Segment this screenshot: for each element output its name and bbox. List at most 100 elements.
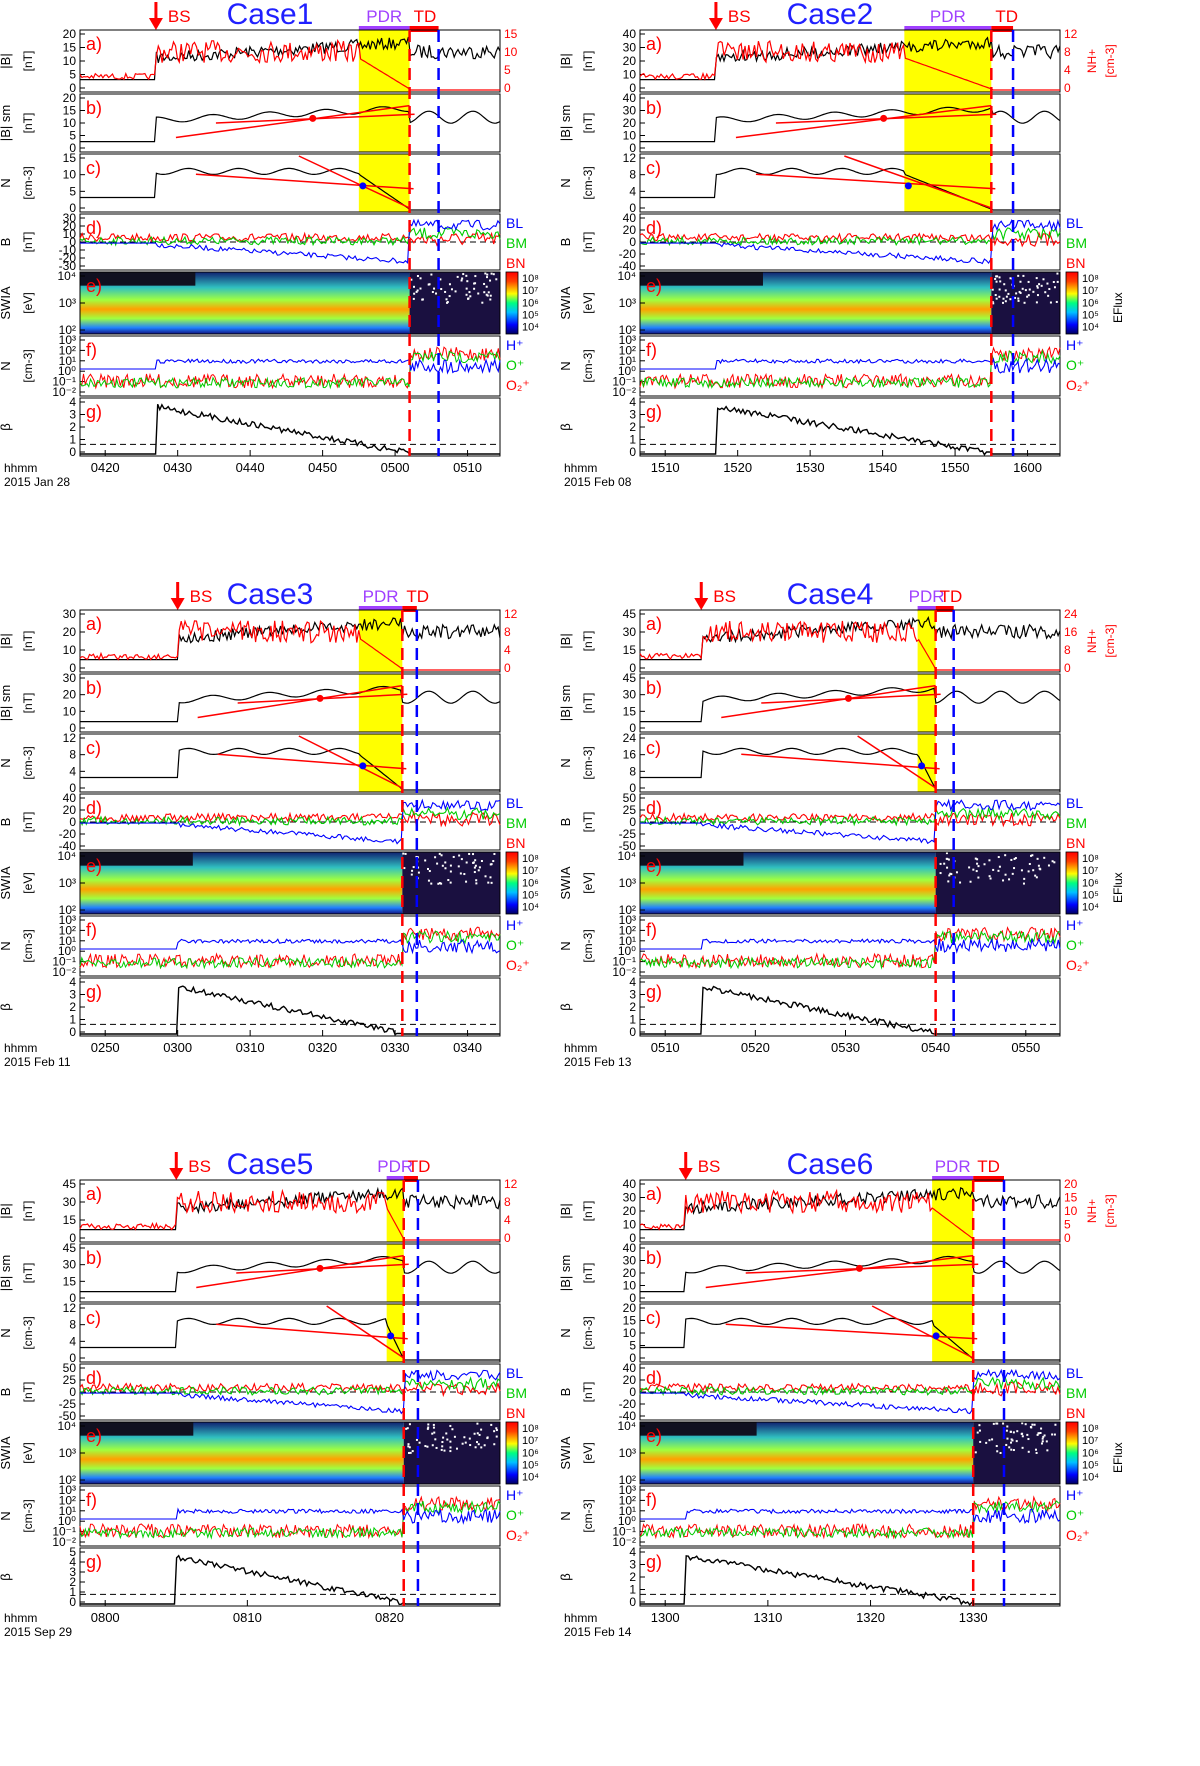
panel-letter: e) (646, 856, 662, 876)
pdr-bar (358, 606, 403, 612)
b-legend-entry: BN (506, 255, 525, 271)
y-tick-label: 30 (623, 688, 637, 702)
swia-noise-dot (449, 1446, 452, 1449)
swia-noise-dot (1003, 283, 1006, 286)
bl-line (640, 218, 1061, 265)
swia-noise-dot (1036, 294, 1039, 297)
colorbar-tick-label: 10⁷ (522, 1435, 538, 1447)
panel-yunit: [nT] (21, 812, 35, 833)
x-tick-label: 0510 (651, 1040, 680, 1055)
colorbar-tick-label: 10⁴ (1082, 1472, 1099, 1484)
fit-line-steep (844, 155, 992, 209)
swia-noise-dot (992, 302, 995, 305)
swia-noise-dot (1046, 282, 1049, 285)
swia-noise-dot (405, 1427, 408, 1430)
y-tick-label: 10⁻¹ (612, 1525, 636, 1539)
nh-tick-label: 12 (1064, 27, 1078, 41)
y-tick-label: 16 (623, 748, 637, 762)
swia-noise-dot (424, 859, 427, 862)
swia-noise-dot (444, 861, 447, 864)
swia-noise-dot (461, 1442, 464, 1445)
swia-noise-dot (1034, 1448, 1037, 1451)
swia-noise-dot (1013, 857, 1016, 860)
swia-noise-dot (1017, 299, 1020, 302)
y-tick-label: 40 (623, 27, 637, 41)
y-tick-label: 4 (629, 395, 636, 409)
panel-ylabel: |B| (558, 633, 573, 648)
x-tick-label: 0820 (375, 1610, 404, 1625)
swia-noise-dot (427, 1426, 430, 1429)
swia-noise-dot (408, 1446, 411, 1449)
ion-legend-entry: O⁺ (1066, 937, 1084, 953)
swia-noise-dot (434, 1438, 437, 1441)
swia-noise-dot (431, 291, 434, 294)
ion-legend-entry: O₂⁺ (1066, 377, 1090, 393)
swia-noise-dot (943, 862, 946, 865)
ion-legend-entry: O⁺ (506, 357, 524, 373)
swia-noise-dot (459, 872, 462, 875)
swia-noise-dot (438, 852, 441, 855)
bl-line (80, 1369, 501, 1415)
fit-line-shallow (216, 1323, 408, 1340)
panel-b: b) |B| sm [nT] 45 30 15 0 (0, 1241, 501, 1305)
swia-noise-dot (1011, 872, 1014, 875)
fit-intersection-point (359, 762, 367, 770)
swia-noise-dot (441, 864, 444, 867)
swia-noise-dot (1006, 1437, 1009, 1440)
swia-noise-dot (411, 1450, 414, 1453)
swia-noise-dot (946, 866, 949, 869)
swia-noise-dot (433, 1431, 436, 1434)
swia-noise-dot (1004, 854, 1007, 857)
swia-noise-dot (465, 861, 468, 864)
swia-noise-dot (417, 871, 420, 874)
swia-noise-dot (946, 857, 949, 860)
fit-line-steep (857, 735, 937, 789)
y-tick-label: 0 (629, 141, 636, 155)
panel-letter: c) (646, 738, 661, 758)
x-tick-label: 0510 (453, 460, 482, 475)
swia-noise-dot (489, 298, 492, 301)
swia-noise-dot (1043, 1434, 1046, 1437)
panel-ylabel: |B| (558, 1203, 573, 1218)
panel-yunit: [cm-3] (581, 929, 595, 962)
y-tick-label: 8 (629, 764, 636, 778)
y-tick-label: 10 (63, 227, 77, 241)
beta-line (640, 985, 1060, 1035)
swia-noise-dot (458, 854, 461, 857)
panel-letter: d) (646, 798, 662, 818)
swia-noise-dot (474, 859, 477, 862)
swia-noise-dot (468, 1437, 471, 1440)
fit-line-shallow (755, 173, 996, 190)
case-title: Case5 (227, 1148, 314, 1181)
panel-ylabel: B (558, 818, 573, 827)
panel-ylabel: N (0, 758, 13, 767)
swia-noise-dot (959, 881, 962, 884)
swia-noise-dot (1005, 1429, 1008, 1432)
y-tick-label: 8 (629, 168, 636, 182)
panel-yunit: [cm-3] (581, 746, 595, 779)
pdr-shading (904, 94, 992, 152)
swia-noise-dot (407, 1445, 410, 1448)
h-density-line (640, 937, 1061, 954)
panel-letter: e) (86, 1426, 102, 1446)
y-tick-label: 10⁰ (618, 944, 636, 958)
panel-yunit: [nT] (581, 1263, 595, 1284)
x-tick-label: 0530 (831, 1040, 860, 1055)
nh-tick-label: 12 (504, 1177, 518, 1191)
swia-noise-dot (1002, 879, 1005, 882)
panel-ylabel: β (558, 1573, 573, 1580)
y-tick-label: 1 (69, 433, 76, 447)
colorbar (505, 271, 519, 335)
swia-noise-dot (450, 288, 453, 291)
panel-ylabel: |B| (0, 633, 13, 648)
y-tick-label: 10⁻² (52, 385, 76, 399)
fit-intersection-point (309, 114, 317, 122)
y-tick-label: 4 (69, 1555, 76, 1569)
nh-axis-unit: [cm-3] (1103, 44, 1117, 77)
nh-tick-label: 0 (504, 1231, 511, 1245)
swia-noise-dot (435, 1446, 438, 1449)
